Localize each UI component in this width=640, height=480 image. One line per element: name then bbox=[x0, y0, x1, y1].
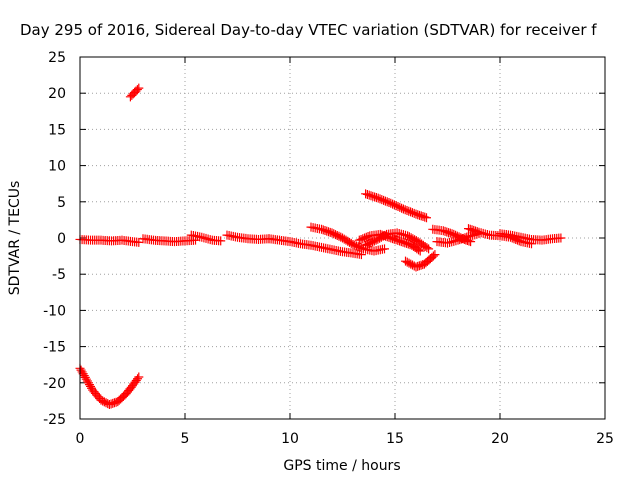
data-point bbox=[556, 233, 566, 243]
x-tick-label: 0 bbox=[76, 431, 85, 447]
data-point bbox=[76, 365, 86, 375]
data-point bbox=[380, 230, 390, 240]
data-point bbox=[79, 371, 89, 381]
data-point bbox=[428, 251, 438, 261]
data-point bbox=[84, 380, 94, 390]
data-point bbox=[380, 244, 389, 254]
data-point bbox=[420, 212, 430, 222]
data-point bbox=[415, 246, 425, 256]
y-tick-label: 25 bbox=[48, 50, 66, 66]
data-point bbox=[134, 237, 144, 247]
data-point bbox=[472, 227, 482, 237]
data-point bbox=[132, 85, 142, 95]
x-tick-label: 20 bbox=[491, 431, 509, 447]
data-point bbox=[430, 250, 440, 260]
data-point bbox=[422, 243, 432, 253]
y-tick-label: -10 bbox=[43, 303, 66, 319]
data-point bbox=[134, 83, 144, 93]
y-tick-label: -15 bbox=[43, 340, 66, 356]
data-point bbox=[462, 232, 472, 242]
data-points bbox=[75, 83, 566, 410]
y-tick-label: 5 bbox=[57, 195, 66, 211]
x-tick-labels: 0 5 10 15 20 25 bbox=[76, 431, 614, 447]
y-tick-labels: -25 -20 -15 -10 -5 0 5 10 15 20 25 bbox=[43, 50, 66, 428]
data-point bbox=[422, 213, 431, 223]
y-tick-label: 15 bbox=[48, 122, 66, 138]
data-point bbox=[134, 372, 144, 382]
x-tick-label: 25 bbox=[596, 431, 614, 447]
y-tick-label: 10 bbox=[48, 159, 66, 175]
chart-title: Day 295 of 2016, Sidereal Day-to-day VTE… bbox=[20, 21, 597, 39]
data-point bbox=[82, 376, 92, 386]
y-tick-label: -25 bbox=[43, 412, 66, 428]
data-point bbox=[80, 372, 90, 382]
y-axis-label: SDTVAR / TECUs bbox=[7, 181, 23, 296]
data-point bbox=[86, 381, 95, 391]
y-tick-label: 0 bbox=[57, 231, 66, 247]
data-point bbox=[81, 374, 91, 384]
x-tick-label: 5 bbox=[181, 431, 190, 447]
x-tick-label: 10 bbox=[281, 431, 299, 447]
data-point bbox=[216, 236, 226, 246]
data-point bbox=[83, 378, 93, 388]
data-point bbox=[363, 232, 373, 242]
x-axis-label: GPS time / hours bbox=[283, 458, 400, 474]
plot-frame bbox=[79, 56, 606, 420]
data-point bbox=[133, 374, 143, 384]
data-point bbox=[77, 367, 87, 377]
data-point bbox=[424, 244, 434, 254]
data-point bbox=[414, 245, 424, 255]
y-tick-label: -5 bbox=[52, 267, 66, 283]
y-tick-label: -20 bbox=[43, 376, 66, 392]
y-tick-label: 20 bbox=[48, 86, 66, 102]
x-tick-label: 15 bbox=[386, 431, 404, 447]
